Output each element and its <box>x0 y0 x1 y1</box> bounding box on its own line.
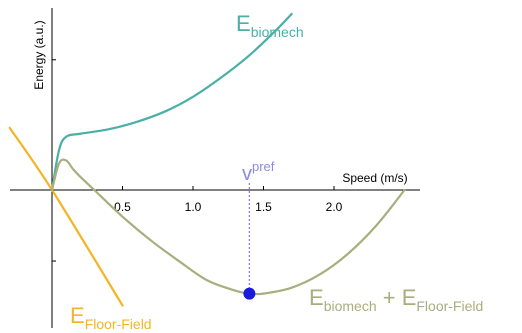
x-tick-label: 0.5 <box>114 200 131 214</box>
pref-marker-dot <box>243 287 256 300</box>
y-axis-title: Energy (a.u.) <box>32 20 46 89</box>
series-line-floor_field <box>8 126 124 307</box>
label-sum: Ebiomech + EFloor-Field <box>309 285 483 314</box>
series-line-sum <box>50 158 406 296</box>
x-tick-label: 2.0 <box>326 200 343 214</box>
x-axis-title: Speed (m/s) <box>342 171 407 185</box>
series-line-biomech <box>50 12 293 192</box>
label-floor-field: EFloor-Field <box>70 303 152 332</box>
x-tick-label: 1.5 <box>255 200 272 214</box>
x-tick-label: 1.0 <box>185 200 202 214</box>
label-biomech: Ebiomech <box>236 11 304 40</box>
label-vpref: vpref <box>242 159 275 185</box>
